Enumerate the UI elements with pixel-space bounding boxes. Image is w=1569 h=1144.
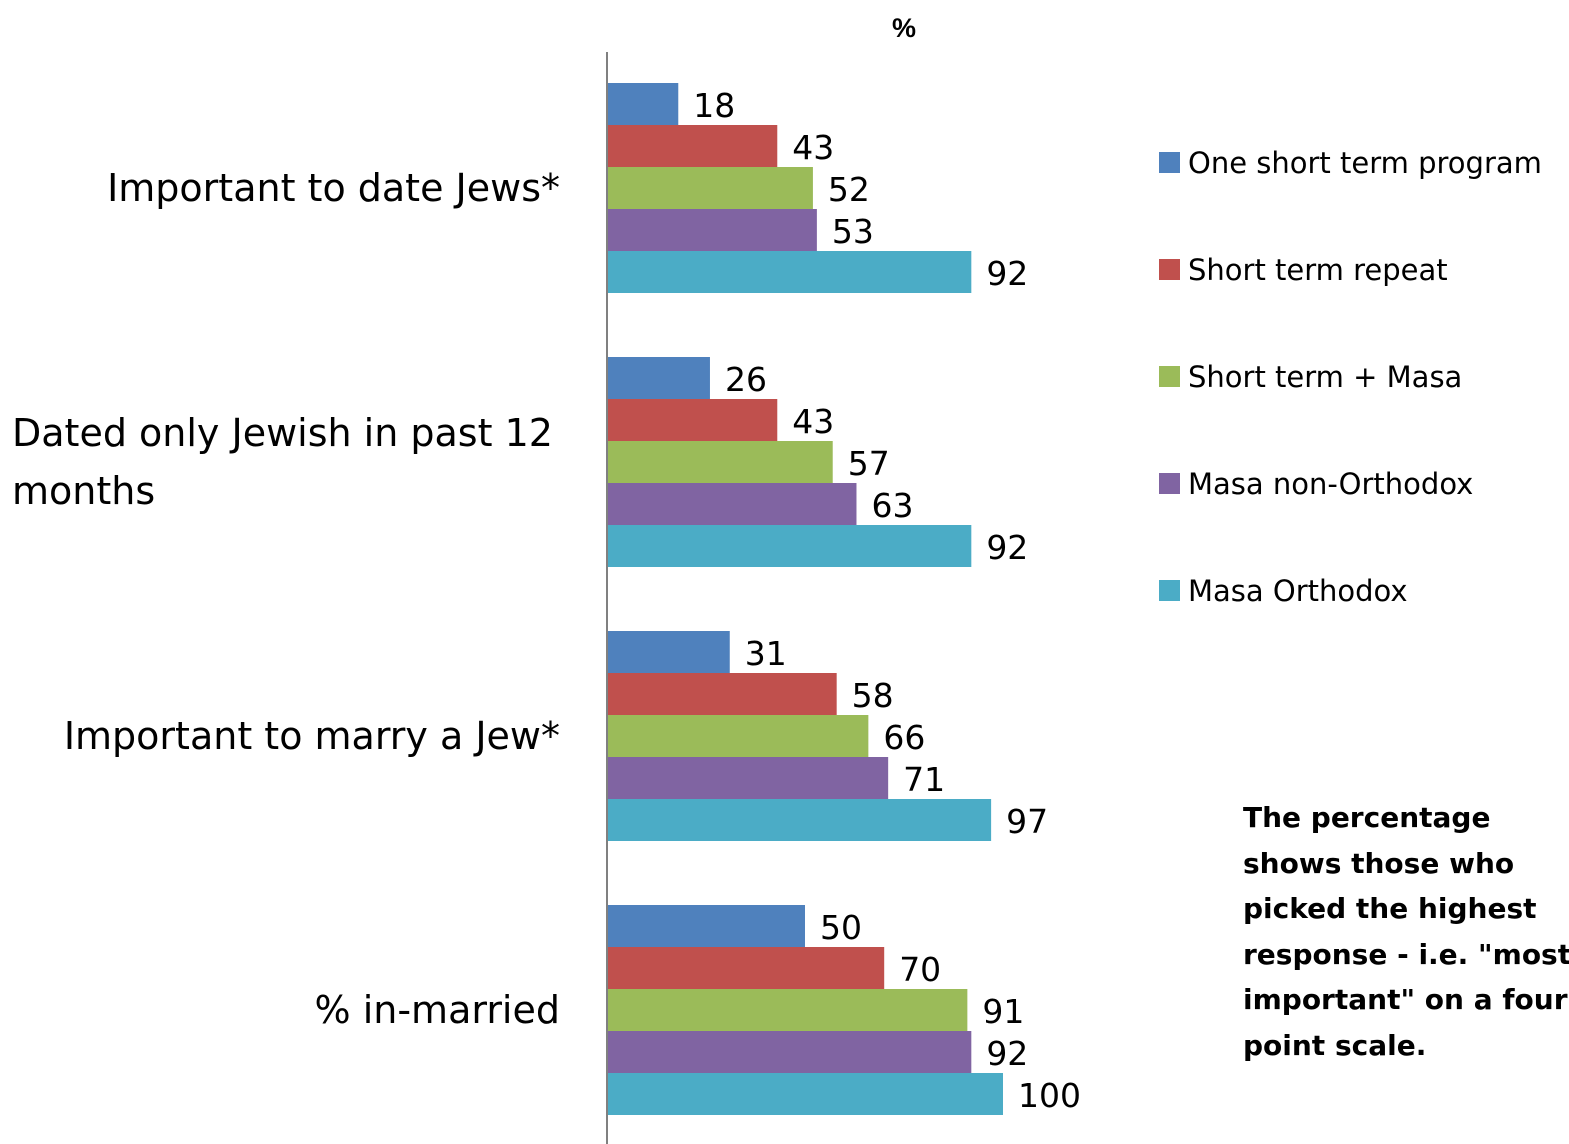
note-line-4: response - i.e. "most (1243, 937, 1569, 971)
value-label-3-3: 66 (883, 718, 925, 757)
note-line-5: important" on a four (1243, 983, 1568, 1016)
value-label-2-1: 26 (725, 360, 767, 399)
legend-swatch-2 (1159, 259, 1180, 280)
bar-1-4 (607, 209, 817, 251)
bar-4-3 (607, 989, 968, 1031)
bar-2-1 (607, 357, 710, 399)
value-label-1-4: 53 (832, 212, 874, 251)
bar-3-2 (607, 673, 837, 715)
note-line-1: The percentage (1243, 801, 1491, 834)
value-label-2-4: 63 (871, 486, 913, 525)
bar-4-5 (607, 1073, 1003, 1115)
legend-swatch-3 (1159, 366, 1180, 387)
legend-label-2: Short term repeat (1188, 253, 1448, 287)
bar-3-4 (607, 757, 889, 799)
bar-3-1 (607, 631, 730, 673)
value-label-4-1: 50 (820, 908, 862, 947)
value-label-4-3: 91 (982, 992, 1024, 1031)
value-label-2-5: 92 (986, 528, 1028, 567)
note-line-3: picked the highest (1243, 892, 1537, 925)
chart-note: The percentage shows those who picked the … (1243, 795, 1569, 1068)
category-label-2-line-2: months (12, 469, 155, 513)
value-label-2-2: 43 (792, 402, 834, 441)
value-label-4-2: 70 (899, 950, 941, 989)
value-label-1-1: 18 (693, 86, 735, 125)
bar-2-3 (607, 441, 833, 483)
legend-label-3: Short term + Masa (1188, 360, 1462, 394)
note-line-2: shows those who (1243, 846, 1515, 880)
value-label-1-3: 52 (828, 170, 870, 209)
category-label-2-line-1: Dated only Jewish in past 12 (12, 411, 553, 455)
value-label-2-3: 57 (848, 444, 890, 483)
value-labels-layer: 1843525392264357639231586671975070919210… (693, 86, 1081, 1115)
bar-1-1 (607, 83, 679, 125)
legend-label-4: Masa non-Orthodox (1188, 467, 1473, 501)
legend-label-5: Masa Orthodox (1188, 574, 1408, 608)
chart-title: % (892, 13, 916, 43)
bar-4-2 (607, 947, 885, 989)
legend-label-1: One short term program (1188, 146, 1542, 180)
category-label-1: Important to date Jews* (107, 166, 560, 210)
value-label-4-5: 100 (1018, 1076, 1081, 1115)
legend-swatch-4 (1159, 473, 1180, 494)
bar-2-2 (607, 399, 778, 441)
bar-3-3 (607, 715, 869, 757)
value-label-1-5: 92 (986, 254, 1028, 293)
bar-1-2 (607, 125, 778, 167)
bar-1-5 (607, 251, 972, 293)
value-label-3-5: 97 (1006, 802, 1048, 841)
value-label-3-4: 71 (903, 760, 945, 799)
category-label-3: Important to marry a Jew* (64, 714, 560, 758)
category-labels-layer: Important to date Jews* Dated only Jewish… (12, 166, 560, 1032)
value-label-4-4: 92 (986, 1034, 1028, 1073)
bar-1-3 (607, 167, 813, 209)
legend: One short term program Short term repeat S… (1159, 146, 1542, 608)
legend-swatch-1 (1159, 152, 1180, 173)
value-label-3-1: 31 (745, 634, 787, 673)
bar-2-5 (607, 525, 972, 567)
bar-4-4 (607, 1031, 972, 1073)
note-line-6: point scale. (1243, 1028, 1427, 1062)
legend-swatch-5 (1159, 580, 1180, 601)
category-label-4: % in-married (315, 988, 560, 1032)
value-label-3-2: 58 (852, 676, 894, 715)
bars-layer (607, 83, 1003, 1115)
bar-2-4 (607, 483, 857, 525)
bar-3-5 (607, 799, 992, 841)
bar-4-1 (607, 905, 805, 947)
value-label-1-2: 43 (792, 128, 834, 167)
